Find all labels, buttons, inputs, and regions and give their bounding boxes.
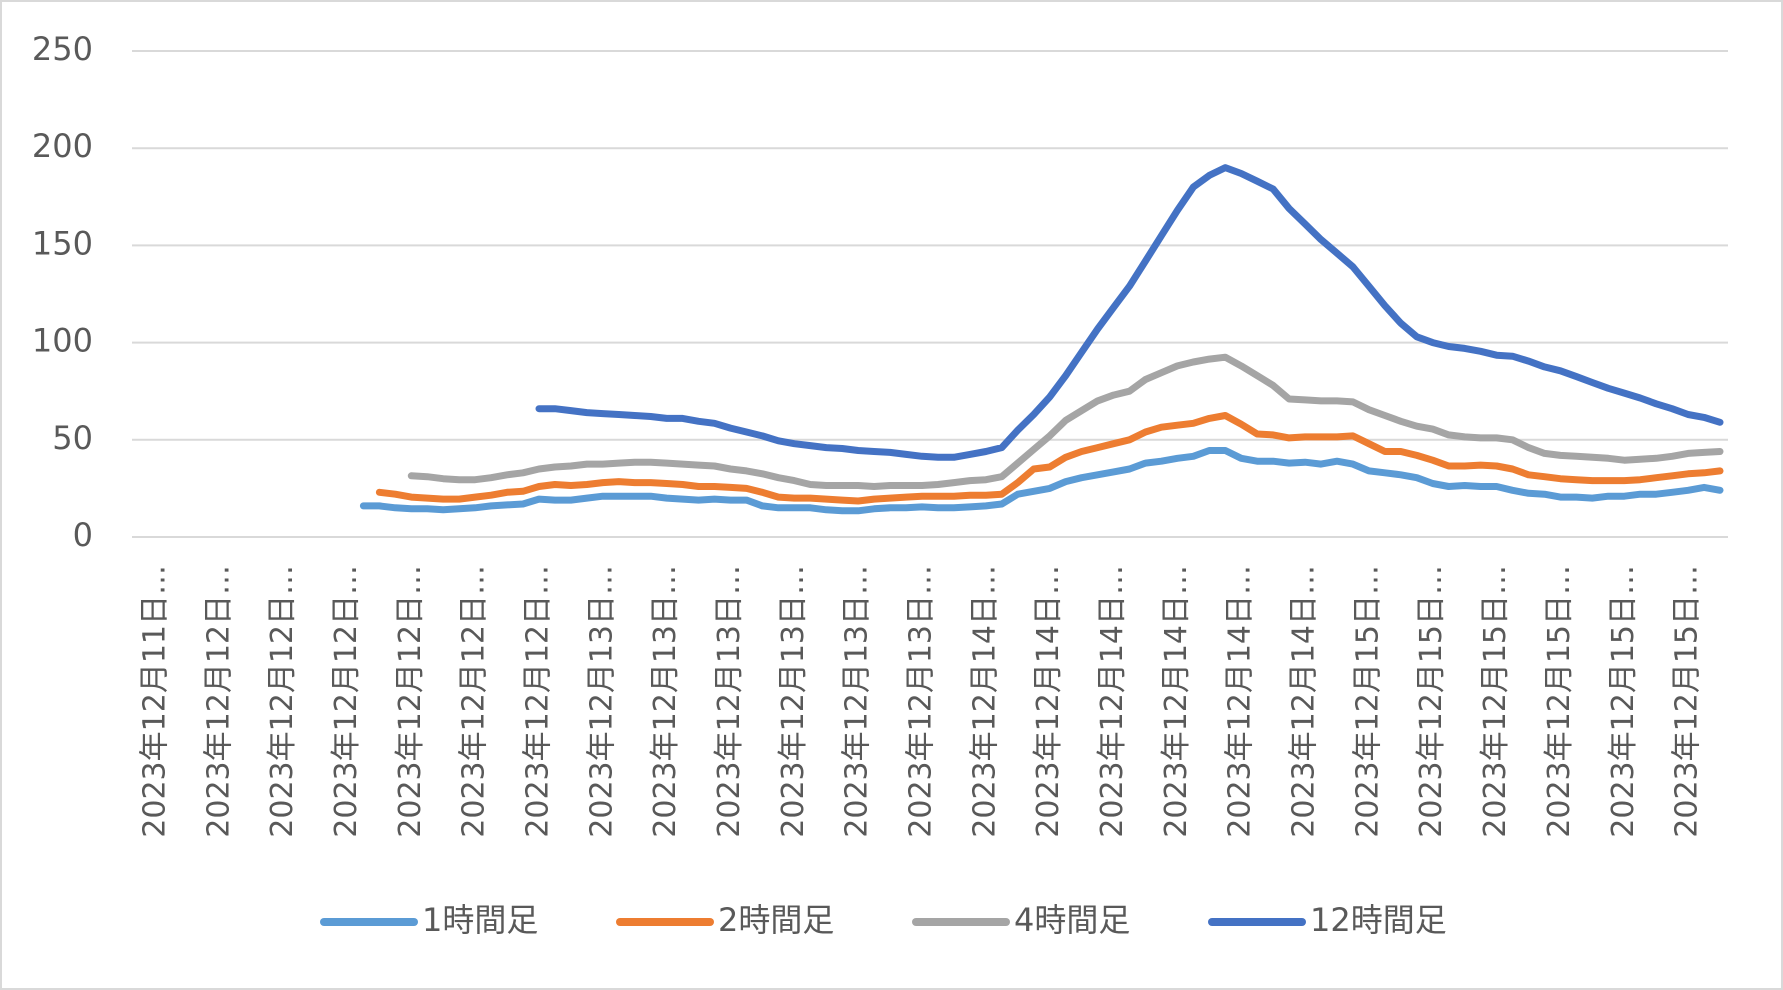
- legend-label: 4時間足: [1014, 901, 1130, 939]
- x-tick-label: 2023年12月13日…: [584, 565, 619, 838]
- x-tick-label: 2023年12月15日…: [1542, 565, 1577, 838]
- legend-label: 12時間足: [1310, 901, 1447, 939]
- y-tick-label: 50: [52, 419, 93, 457]
- x-tick-label: 2023年12月13日…: [904, 565, 939, 838]
- y-tick-label: 200: [32, 127, 93, 165]
- x-tick-label: 2023年12月12日…: [201, 565, 236, 838]
- x-tick-label: 2023年12月15日…: [1478, 565, 1513, 838]
- x-tick-label: 2023年12月14日…: [1287, 565, 1322, 838]
- x-tick-label: 2023年12月15日…: [1670, 565, 1705, 838]
- x-tick-label: 2023年12月15日…: [1606, 565, 1641, 838]
- x-tick-label: 2023年12月14日…: [1031, 565, 1066, 838]
- x-tick-label: 2023年12月13日…: [840, 565, 875, 838]
- x-tick-label: 2023年12月13日…: [648, 565, 683, 838]
- x-tick-label: 2023年12月14日…: [967, 565, 1002, 838]
- y-tick-label: 0: [73, 516, 93, 554]
- x-tick-label: 2023年12月12日…: [457, 565, 492, 838]
- x-tick-label: 2023年12月11日…: [137, 565, 172, 838]
- legend-label: 2時間足: [718, 901, 834, 939]
- x-tick-label: 2023年12月14日…: [1095, 565, 1130, 838]
- x-tick-label: 2023年12月14日…: [1223, 565, 1258, 838]
- x-tick-label: 2023年12月14日…: [1159, 565, 1194, 838]
- y-tick-label: 250: [32, 30, 93, 68]
- x-tick-label: 2023年12月13日…: [776, 565, 811, 838]
- series-line: [375, 412, 1724, 505]
- x-tick-label: 2023年12月15日…: [1414, 565, 1449, 838]
- y-tick-label: 100: [32, 322, 93, 360]
- x-tick-label: 2023年12月15日…: [1350, 565, 1385, 838]
- x-tick-label: 2023年12月12日…: [393, 565, 428, 838]
- series-line: [407, 353, 1724, 490]
- y-tick-label: 150: [32, 224, 93, 262]
- x-tick-label: 2023年12月12日…: [265, 565, 300, 838]
- x-tick-label: 2023年12月12日…: [520, 565, 555, 838]
- legend-label: 1時間足: [422, 901, 538, 939]
- series-line: [359, 447, 1724, 515]
- x-tick-label: 2023年12月12日…: [329, 565, 364, 838]
- series-line: [535, 164, 1724, 461]
- x-tick-label: 2023年12月13日…: [712, 565, 747, 838]
